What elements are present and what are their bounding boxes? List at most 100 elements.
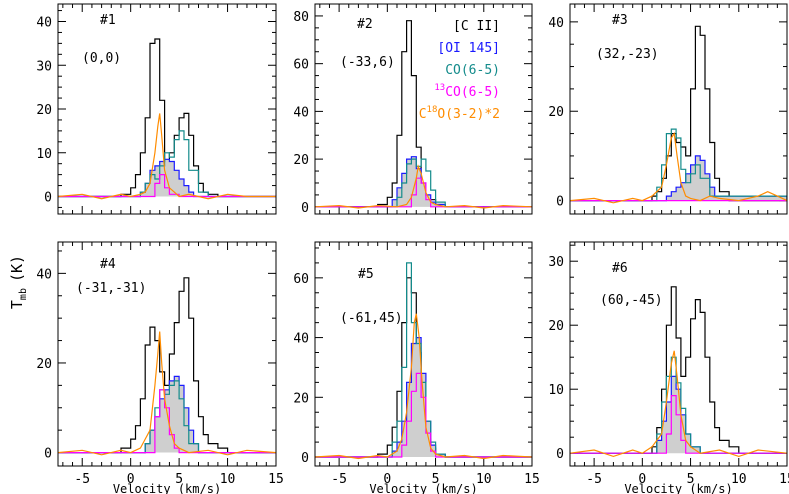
- panel-4: 0 20 40 -5 0 5 10 15 #4 (-31,-31): [36, 241, 284, 487]
- legend: [C II][OI 145]CO(6-5)13CO(6-5)C18O(3-2)*…: [419, 19, 500, 122]
- series-line: [58, 113, 276, 200]
- series-fill: [315, 156, 532, 207]
- legend-entry: [OI 145]: [437, 41, 500, 56]
- x-tick-label: 0: [638, 472, 646, 487]
- y-tick-label: 20: [293, 391, 309, 406]
- series-line: [315, 158, 532, 208]
- y-tick-label: 0: [44, 191, 52, 206]
- x-tick-label: 0: [127, 472, 135, 487]
- panel-frame: [57, 3, 277, 215]
- y-tick-label: 0: [301, 451, 309, 466]
- x-tick-label: 15: [268, 472, 284, 487]
- panel-3: 0 20 40 #3 (32,-23): [548, 3, 788, 215]
- y-tick-label: 0: [301, 201, 309, 216]
- y-tick-label: 80: [293, 10, 309, 25]
- x-tick-label: 10: [731, 472, 747, 487]
- series-line: [570, 350, 787, 458]
- y-tick-label: 40: [293, 105, 309, 120]
- x-axis-label: Velocity (km/s): [369, 482, 477, 494]
- series-line: [570, 356, 787, 454]
- position-label: (32,-23): [596, 47, 659, 62]
- y-tick-label: 0: [556, 195, 564, 210]
- x-axis-label: Velocity (km/s): [624, 482, 732, 494]
- y-axis-label: Tmb (K): [8, 255, 29, 309]
- series-line: [315, 177, 532, 208]
- y-tick-label: 20: [293, 153, 309, 168]
- panel-5: 0 20 40 60 -5 0 5 10 15 #5 (-61,45) Velocity (km/s): [293, 241, 540, 494]
- panel-id-label: #2: [357, 17, 373, 32]
- legend-text-rest: CO(6-5): [445, 85, 500, 100]
- x-tick-label: 0: [383, 472, 391, 487]
- series-line: [570, 128, 787, 202]
- series-line: [315, 372, 532, 458]
- series-group: [570, 286, 787, 458]
- panel-id-label: #3: [612, 13, 628, 28]
- legend-text-rest: O(3-2)*2: [437, 107, 500, 122]
- legend-text: [C II]: [453, 19, 500, 34]
- legend-entry: 13CO(6-5): [434, 83, 500, 100]
- panel-id-label: #5: [358, 267, 374, 282]
- x-tick-label: -5: [331, 472, 347, 487]
- panel-frame: [57, 241, 277, 467]
- panel-frame: [314, 241, 533, 467]
- series-line: [58, 130, 276, 198]
- panel-id-label: #4: [100, 257, 116, 272]
- series-group: [570, 25, 787, 204]
- y-tick-label: 20: [548, 319, 564, 334]
- series-line: [58, 389, 276, 454]
- x-tick-label: 5: [687, 472, 695, 487]
- y-label-sub: mb: [18, 288, 29, 300]
- y-label-main: T: [8, 300, 26, 309]
- series-line: [315, 164, 532, 209]
- x-tick-label: 10: [220, 472, 236, 487]
- panel-id-label: #1: [100, 13, 116, 28]
- series-line: [58, 277, 276, 454]
- series-line: [58, 174, 276, 198]
- x-tick-label: -5: [586, 472, 602, 487]
- position-label: (60,-45): [600, 293, 663, 308]
- x-tick-label: 15: [779, 472, 789, 487]
- panel-6: 0 10 20 30 -5 0 5 10 15 #6 (60,-45): [548, 241, 789, 487]
- x-tick-label: 15: [524, 472, 540, 487]
- y-tick-label: 30: [36, 59, 52, 74]
- x-tick-label: 5: [432, 472, 440, 487]
- series-line: [315, 262, 532, 458]
- series-line: [58, 380, 276, 454]
- legend-superscript: 18: [427, 105, 438, 115]
- y-tick-label: 40: [36, 267, 52, 282]
- y-tick-label: 10: [548, 383, 564, 398]
- legend-entry: C18O(3-2)*2: [419, 105, 500, 122]
- series-group: [315, 20, 532, 209]
- panel-frame: [314, 3, 533, 215]
- panel-id-label: #6: [612, 261, 628, 276]
- series-group: [315, 262, 532, 460]
- legend-superscript: 13: [434, 83, 445, 93]
- panel-frame: [569, 241, 788, 467]
- y-tick-label: 10: [36, 147, 52, 162]
- y-tick-label: 30: [548, 255, 564, 270]
- y-tick-label: 0: [556, 447, 564, 462]
- position-label: (-61,45): [340, 311, 403, 326]
- series-line: [315, 313, 532, 460]
- series-group: [58, 38, 276, 200]
- position-label: (-33,6): [340, 55, 395, 70]
- y-tick-label: 0: [44, 447, 52, 462]
- panel-2: 0 20 40 60 80 #2 (-33,6): [293, 3, 533, 216]
- position-label: (-31,-31): [76, 281, 146, 296]
- position-label: (0,0): [82, 51, 121, 66]
- legend-text: CO(6-5): [445, 63, 500, 78]
- legend-entry: CO(6-5): [445, 63, 500, 78]
- x-tick-label: 10: [476, 472, 492, 487]
- x-tick-label: -5: [74, 472, 90, 487]
- series-line: [570, 131, 787, 204]
- y-tick-label: 40: [36, 16, 52, 31]
- legend-text: C: [419, 107, 427, 122]
- panel-frame: [569, 3, 788, 215]
- y-tick-label: 60: [293, 58, 309, 73]
- legend-entry: [C II]: [453, 19, 500, 34]
- panel-1: 0 10 20 30 40 #1 (0,0): [36, 3, 277, 215]
- y-tick-label: 20: [548, 105, 564, 120]
- x-axis-label: Velocity (km/s): [113, 482, 221, 494]
- series-group: [58, 277, 276, 456]
